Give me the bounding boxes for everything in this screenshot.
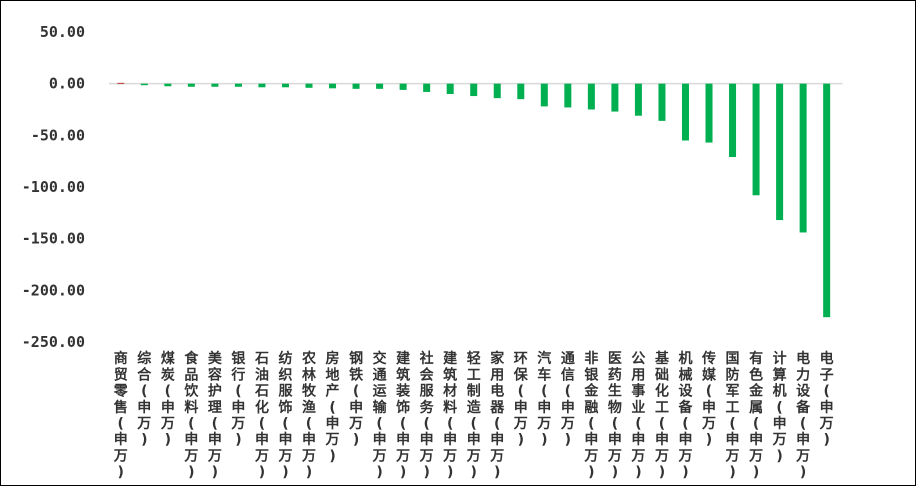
x-tick-label: 传媒(申万): [701, 350, 717, 448]
x-tick-label: 房地产(申万): [325, 350, 340, 464]
bar: [799, 83, 807, 233]
y-tick-label: -200.00: [22, 281, 85, 299]
bar: [823, 83, 831, 318]
x-tick-label: 电子(申万): [819, 350, 834, 448]
bar: [281, 83, 289, 88]
x-tick-label: 通信(申万): [560, 351, 575, 448]
bar: [587, 83, 595, 110]
bar: [423, 83, 431, 92]
x-tick-label: 纺织服饰(申万): [277, 350, 293, 480]
bar: [446, 83, 454, 94]
bar: [258, 83, 266, 88]
x-tick-label: 石油石化(申万): [254, 351, 269, 480]
bar: [634, 83, 642, 116]
bar: [164, 83, 172, 87]
bar: [376, 83, 384, 89]
bar: [681, 83, 689, 141]
y-tick-label: 0.00: [49, 75, 85, 93]
y-tick-label: -250.00: [22, 333, 85, 351]
bar: [305, 83, 313, 88]
bar: [234, 83, 242, 87]
bar: [211, 83, 219, 87]
y-tick-label: -50.00: [31, 126, 85, 144]
bar: [705, 83, 713, 143]
y-tick-label: -100.00: [22, 178, 85, 196]
y-tick-label: -150.00: [22, 230, 85, 248]
x-tick-label: 非银金融(申万): [583, 350, 599, 480]
x-tick-label: 食品饮料(申万): [183, 350, 199, 480]
x-tick-label: 电力设备(申万): [795, 350, 811, 480]
x-tick-label: 美容护理(申万): [207, 350, 223, 480]
x-tick-label: 煤炭(申万): [160, 350, 176, 448]
x-tick-label: 建筑装饰(申万): [395, 350, 411, 480]
x-tick-label: 家用电器(申万): [489, 350, 505, 480]
bar: [729, 83, 737, 158]
x-tick-label: 计算机(申万): [772, 350, 787, 464]
bar: [752, 83, 760, 196]
x-tick-label: 银行(申万): [230, 350, 246, 448]
x-tick-label: 国防军工(申万): [725, 351, 740, 480]
x-tick-label: 有色金属(申万): [748, 350, 764, 480]
x-tick-label: 社会服务(申万): [419, 350, 435, 480]
bar: [493, 83, 501, 99]
x-tick-label: 商贸零售(申万): [113, 350, 129, 480]
bar: [140, 83, 148, 86]
bar: [329, 83, 337, 89]
x-tick-label: 公用事业(申万): [630, 351, 645, 480]
x-tick-label: 基础化工(申万): [654, 350, 670, 480]
y-tick-label: 50.00: [40, 23, 85, 41]
x-tick-label: 环保(申万): [513, 351, 529, 448]
x-tick-label: 建筑材料(申万): [442, 350, 457, 480]
x-tick-label: 汽车(申万): [536, 350, 551, 448]
bar: [352, 83, 360, 89]
bar: [470, 83, 478, 97]
x-tick-label: 钢铁(申万): [348, 350, 363, 448]
bar: [187, 83, 195, 87]
x-tick-label: 交通运输(申万): [372, 350, 388, 480]
x-tick-label: 医药生物(申万): [607, 351, 622, 480]
bar: [564, 83, 572, 108]
bar: [611, 83, 619, 112]
x-tick-label: 机械设备(申万): [677, 350, 693, 480]
x-tick-label: 轻工制造(申万): [466, 350, 481, 480]
bar: [399, 83, 407, 90]
bar: [658, 83, 666, 121]
bar: [517, 83, 525, 100]
x-tick-label: 综合(申万): [136, 350, 152, 448]
bar: [540, 83, 548, 107]
bar: [776, 83, 784, 221]
bar: [117, 82, 125, 85]
x-tick-label: 农林牧渔(申万): [301, 350, 317, 480]
